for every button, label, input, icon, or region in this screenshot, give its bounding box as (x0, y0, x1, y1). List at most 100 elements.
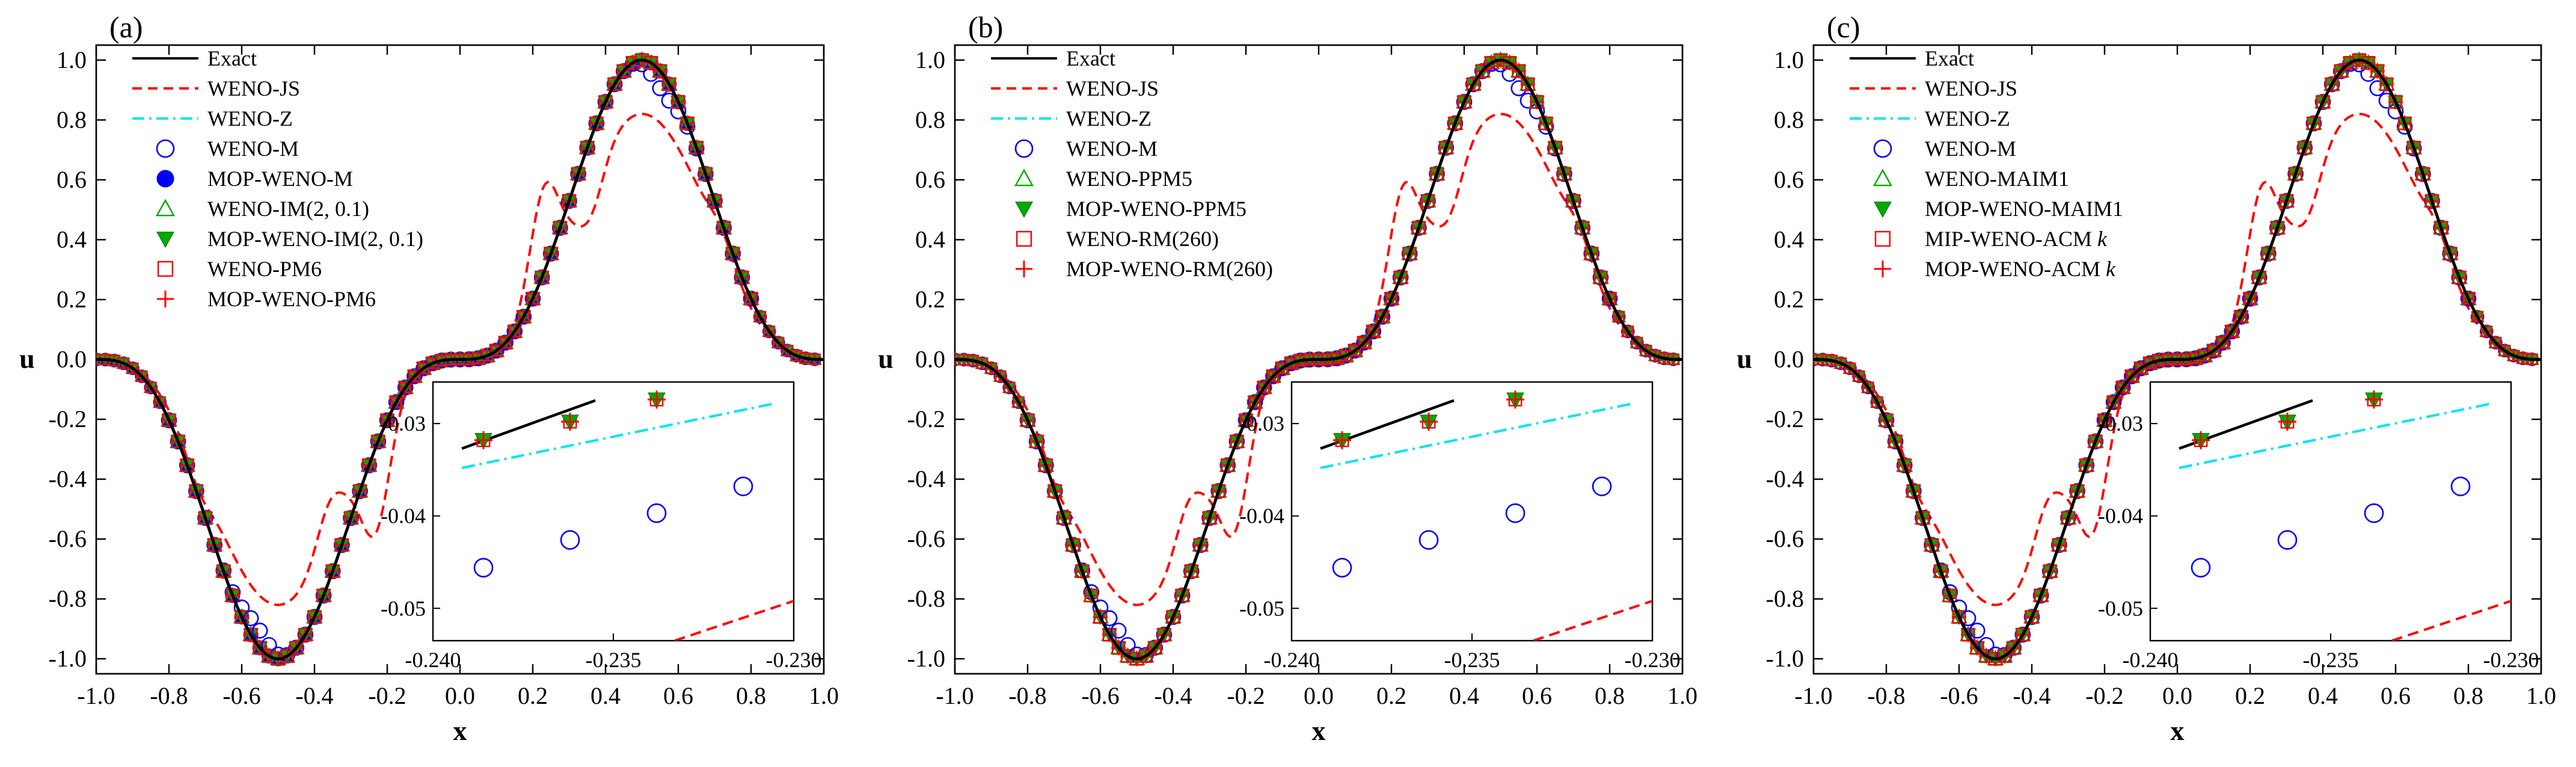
legend-label: WENO-M (207, 137, 299, 161)
x-tick-label: -1.0 (936, 682, 974, 709)
x-tick-label: -0.4 (2013, 682, 2050, 709)
y-tick-label: 0.8 (57, 106, 87, 133)
inset-series-weno-js (674, 600, 794, 641)
y-tick-label: 1.0 (1774, 46, 1804, 73)
marker-open-circle (2450, 476, 2471, 496)
legend-label: MOP-WENO-M (207, 167, 353, 191)
legend-label: Exact (207, 46, 257, 70)
y-tick-label: -0.4 (1766, 466, 1804, 493)
legend-label: WENO-M (1925, 137, 2016, 161)
x-tick-label: -0.8 (1867, 682, 1905, 709)
y-tick-label: 0.0 (1774, 346, 1804, 373)
inset-x-tick-label: -0.240 (405, 648, 461, 672)
y-tick-label: -0.4 (49, 466, 87, 493)
x-axis-label: x (2171, 715, 2185, 746)
marker-open-circle (1418, 530, 1439, 550)
marker-plus (2192, 431, 2210, 449)
y-tick-label: -0.8 (907, 585, 945, 612)
y-tick-label: -0.4 (907, 466, 945, 493)
marker-filled-triangle-down (1874, 202, 1892, 218)
marker-open-circle (733, 476, 753, 496)
panel-label: (b) (968, 10, 1003, 44)
inset-series-weno-z (2179, 402, 2494, 469)
inset-y-tick-label: -0.05 (381, 596, 426, 620)
chart-panel-a: -1.0 -0.8 -0.6 -0.4 -0.2 0.0 0.2 0.4 0.6 0.8 1.0 -1… (19, 10, 839, 746)
marker-plus (474, 431, 492, 449)
x-tick-label: 0.0 (1304, 682, 1334, 709)
x-axis-label: x (1312, 715, 1326, 746)
x-tick-label: 1.0 (2526, 682, 2556, 709)
y-tick-label: 1.0 (915, 46, 945, 73)
inset-x-tick-label: -0.235 (1444, 648, 1500, 672)
inset-chart: -0.240 -0.235 -0.230 -0.03 -0.04 -0.05 (1239, 381, 1681, 672)
marker-open-circle (473, 558, 494, 578)
inset-x-tick-label: -0.240 (1264, 648, 1320, 672)
y-tick-label: 0.6 (57, 166, 87, 193)
y-tick-label: 0.8 (1774, 106, 1804, 133)
x-tick-label: 0.2 (518, 682, 548, 709)
inset-plot (2179, 390, 2511, 641)
x-tick-label: -1.0 (1794, 682, 1832, 709)
inset-y-tick-label: -0.03 (1239, 411, 1284, 436)
x-tick-label: 0.6 (1522, 682, 1552, 709)
y-tick-label: 1.0 (57, 46, 87, 73)
y-tick-label: 0.0 (57, 346, 87, 373)
marker-open-circle (1969, 622, 1986, 639)
inset-y-tick-label: -0.04 (2098, 504, 2143, 528)
x-tick-label: 0.8 (2453, 682, 2483, 709)
x-tick-label: -0.2 (1227, 682, 1265, 709)
marker-open-circle (1110, 622, 1127, 639)
x-tick-label: -1.0 (77, 682, 115, 709)
legend-label: WENO-JS (1925, 76, 2017, 100)
inset-series-weno-js (1533, 600, 1652, 641)
panel-label: (c) (1827, 10, 1860, 44)
marker-open-triangle (1872, 168, 1893, 186)
y-tick-label: -1.0 (49, 645, 87, 672)
x-tick-label: 1.0 (809, 682, 839, 709)
x-tick-label: 0.2 (1376, 682, 1406, 709)
legend-label: WENO-Z (207, 106, 293, 131)
inset-plot (1320, 390, 1652, 641)
legend-label: WENO-Z (1066, 106, 1152, 131)
y-tick-label: -0.8 (1766, 585, 1804, 612)
y-tick-label: -0.6 (49, 525, 87, 552)
legend-label: MOP-WENO-ACM k (1925, 257, 2116, 281)
y-tick-label: 0.4 (57, 226, 87, 253)
panel-label: (a) (109, 10, 143, 44)
plot-area (1814, 51, 2541, 667)
y-tick-label: 0.2 (915, 286, 945, 313)
inset-chart: -0.240 -0.235 -0.230 -0.03 -0.04 -0.05 (2098, 381, 2539, 672)
legend-label: WENO-JS (1066, 76, 1159, 100)
x-tick-label: 0.0 (445, 682, 475, 709)
marker-open-circle (2277, 530, 2298, 550)
y-tick-label: -0.6 (907, 525, 945, 552)
legend-label: WENO-M (1066, 137, 1158, 161)
legend-label: MOP-WENO-PM6 (207, 287, 376, 311)
legend-label: MOP-WENO-RM(260) (1066, 257, 1273, 281)
inset-x-tick-label: -0.240 (2123, 648, 2179, 672)
x-tick-label: 0.6 (2381, 682, 2411, 709)
marker-filled-triangle-down (1015, 202, 1033, 218)
marker-open-circle (1332, 558, 1352, 578)
marker-open-triangle (1014, 168, 1034, 186)
x-tick-label: 1.0 (1667, 682, 1697, 709)
y-tick-label: 0.8 (915, 106, 945, 133)
x-tick-label: -0.2 (368, 682, 406, 709)
marker-plus (2365, 390, 2383, 409)
y-tick-label: -1.0 (1766, 645, 1804, 672)
x-tick-label: -0.6 (1081, 682, 1119, 709)
legend-label: Exact (1066, 46, 1115, 70)
x-tick-label: -0.4 (295, 682, 333, 709)
legend-label: WENO-PM6 (207, 257, 322, 281)
inset-series-weno-z (1320, 402, 1635, 469)
x-tick-label: 0.4 (2308, 682, 2338, 709)
marker-open-circle (560, 530, 580, 550)
inset-frame (2149, 381, 2512, 642)
legend-label: MOP-WENO-MAIM1 (1925, 197, 2123, 221)
inset-y-tick-label: -0.05 (2098, 596, 2143, 620)
y-tick-label: 0.4 (1774, 226, 1804, 253)
marker-plus (157, 291, 174, 307)
legend-label: WENO-JS (207, 76, 300, 100)
marker-plus (1420, 413, 1438, 431)
